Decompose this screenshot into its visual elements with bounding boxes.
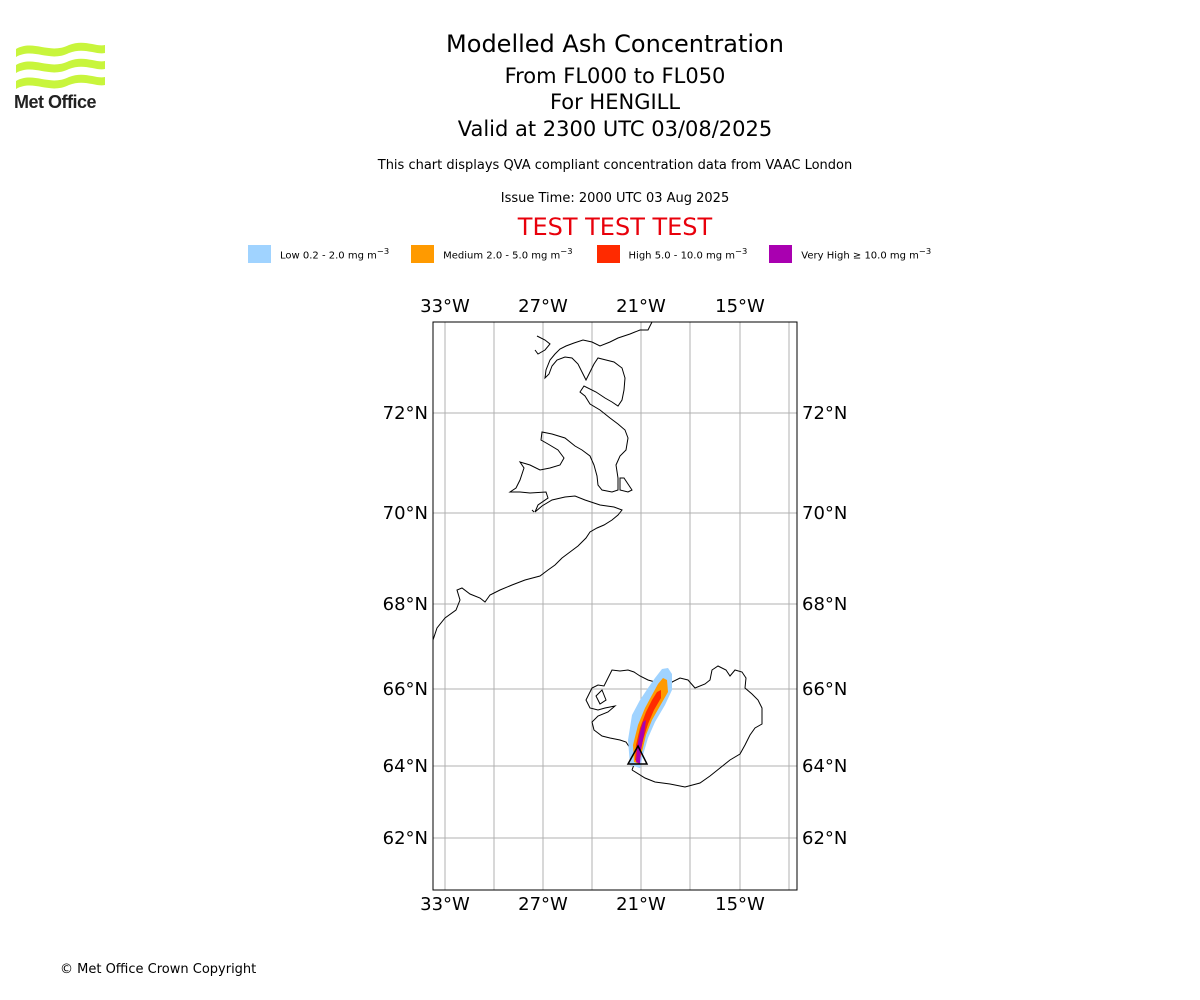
iceland-coastline	[585, 665, 763, 788]
legend-swatch-low	[248, 245, 271, 263]
chart-description: This chart displays QVA compliant concen…	[377, 158, 853, 173]
map-frame	[432, 321, 798, 891]
lat-label-right-5: 62°N	[802, 828, 847, 849]
lon-label-bottom-2: 21°W	[616, 894, 666, 915]
lon-labels-bottom: 33°W 27°W 21°W 15°W	[420, 894, 765, 915]
lat-label-left-1: 70°N	[383, 503, 428, 524]
flight-levels: From FL000 to FL050	[504, 64, 726, 88]
legend-label-medium: Medium 2.0 - 5.0 mg m−3	[443, 246, 573, 262]
volcano-name: For HENGILL	[549, 90, 681, 114]
legend: Low 0.2 - 2.0 mg m−3 Medium 2.0 - 5.0 mg…	[248, 244, 953, 264]
legend-item-low: Low 0.2 - 2.0 mg m−3	[248, 245, 389, 263]
copyright-notice: © Met Office Crown Copyright	[60, 962, 257, 977]
lat-label-left-0: 72°N	[383, 403, 428, 424]
lat-label-right-0: 72°N	[802, 403, 847, 424]
lat-label-right-3: 66°N	[802, 679, 847, 700]
legend-item-very-high: Very High ≥ 10.0 mg m−3	[769, 245, 931, 263]
lon-label-bottom-0: 33°W	[420, 894, 470, 915]
test-banner: TEST TEST TEST	[517, 213, 713, 241]
lon-label-top-1: 27°W	[518, 296, 568, 317]
legend-label-very-high: Very High ≥ 10.0 mg m−3	[801, 246, 932, 262]
lat-label-left-4: 64°N	[383, 756, 428, 777]
legend-item-high: High 5.0 - 10.0 mg m−3	[596, 245, 748, 263]
legend-swatch-very-high	[769, 245, 793, 263]
lon-label-bottom-3: 15°W	[715, 894, 765, 915]
legend-label-high: High 5.0 - 10.0 mg m−3	[628, 246, 748, 262]
plume-very-high	[636, 720, 646, 764]
lat-label-right-1: 70°N	[802, 503, 847, 524]
gridlines	[433, 322, 797, 890]
map-frame-group	[432, 321, 798, 891]
lon-label-top-0: 33°W	[420, 296, 470, 317]
legend-item-medium: Medium 2.0 - 5.0 mg m−3	[411, 245, 573, 263]
greenland-coastline	[432, 321, 653, 641]
legend-swatch-medium	[411, 245, 435, 263]
lon-labels-top: 33°W 27°W 21°W 15°W	[420, 296, 765, 317]
legend-swatch-high	[596, 245, 620, 263]
lat-label-right-4: 64°N	[802, 756, 847, 777]
lat-label-left-3: 66°N	[383, 679, 428, 700]
met-office-logo	[16, 42, 105, 89]
valid-time: Valid at 2300 UTC 03/08/2025	[457, 117, 773, 141]
chart-title: Modelled Ash Concentration	[446, 30, 784, 58]
lat-label-left-2: 68°N	[383, 594, 428, 615]
lat-labels-right: 72°N 70°N 68°N 66°N 64°N 62°N	[802, 403, 847, 849]
volcano-marker-icon	[626, 744, 649, 765]
logo-text: Met Office	[14, 92, 97, 112]
ash-plume	[628, 668, 672, 768]
lat-label-right-2: 68°N	[802, 594, 847, 615]
lon-label-top-3: 15°W	[715, 296, 765, 317]
lat-label-left-5: 62°N	[383, 828, 428, 849]
lon-label-top-2: 21°W	[616, 296, 666, 317]
legend-label-low: Low 0.2 - 2.0 mg m−3	[280, 246, 390, 262]
lon-label-bottom-1: 27°W	[518, 894, 568, 915]
issue-time: Issue Time: 2000 UTC 03 Aug 2025	[500, 191, 730, 206]
lat-labels-left: 72°N 70°N 68°N 66°N 64°N 62°N	[383, 403, 428, 849]
